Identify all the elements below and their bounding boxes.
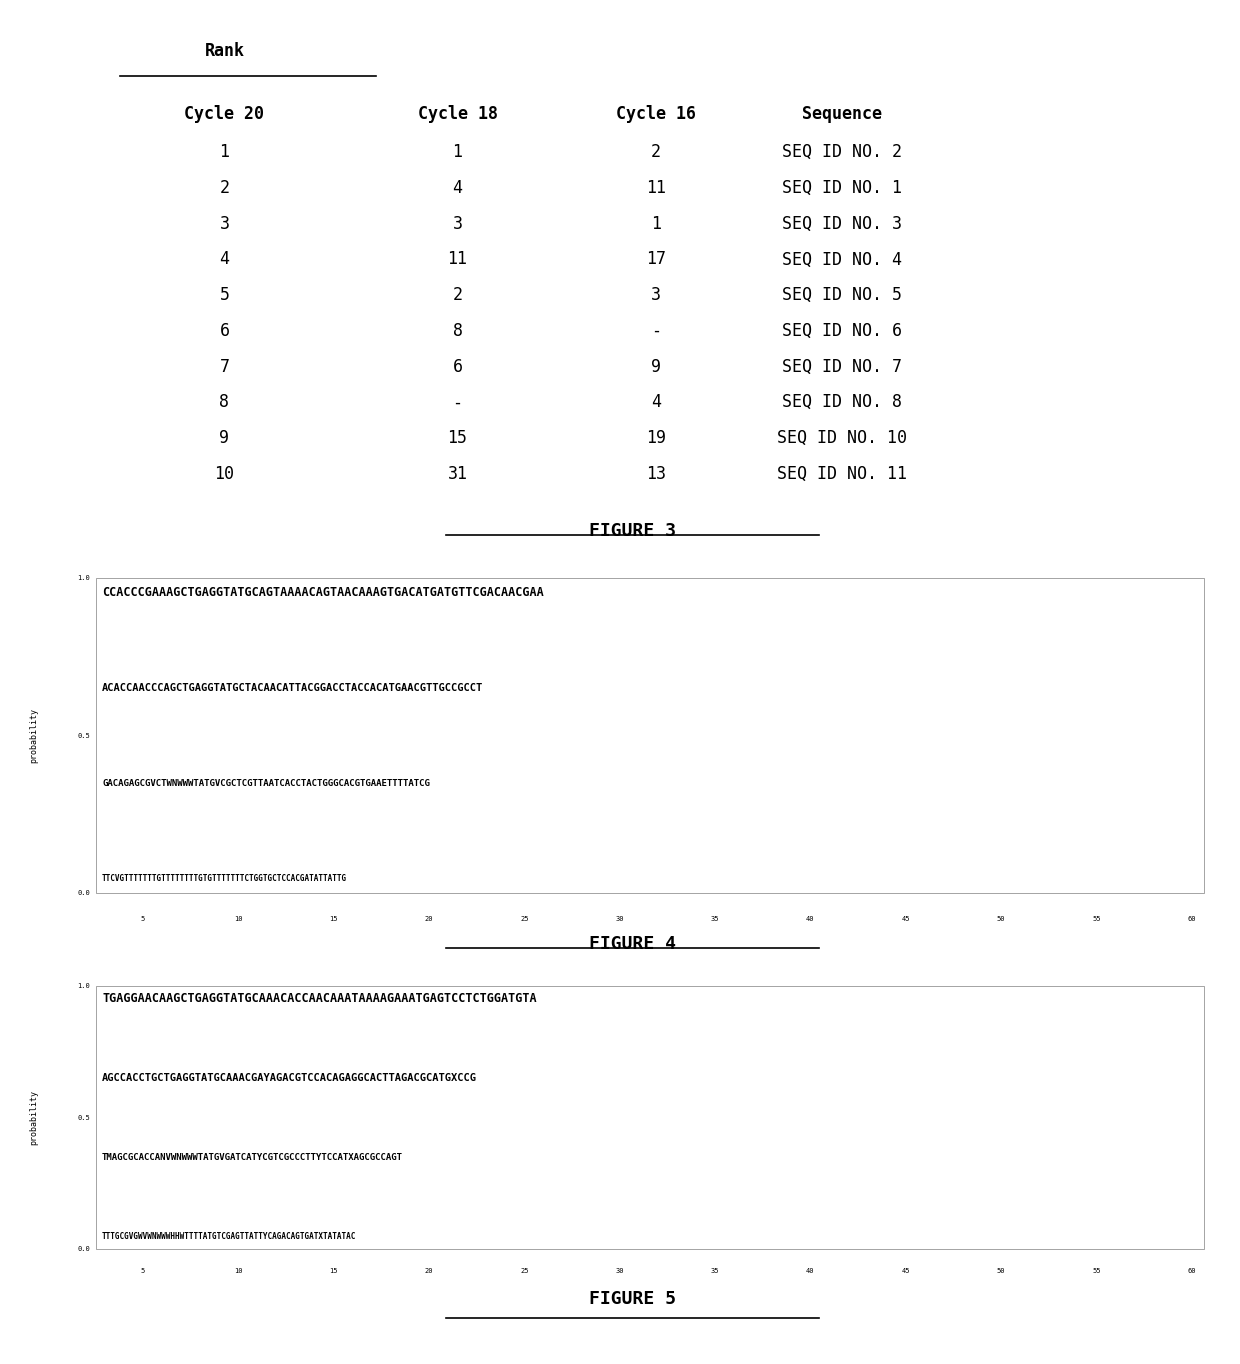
Text: Cycle 16: Cycle 16	[616, 105, 696, 123]
Text: probability: probability	[29, 1090, 38, 1146]
Text: 7: 7	[219, 357, 229, 375]
Text: 9: 9	[219, 430, 229, 447]
Text: 55: 55	[1092, 917, 1101, 922]
Text: FIGURE 5: FIGURE 5	[589, 1290, 676, 1308]
Text: TTTGCGVGWVWNWWWHHWTTTTATGTCGAGTTATTYCAGACAGTGATXTATATAC: TTTGCGVGWVWNWWWHHWTTTTATGTCGAGTTATTYCAGA…	[102, 1232, 356, 1241]
Text: 30: 30	[615, 1269, 624, 1274]
Text: 10: 10	[215, 465, 234, 483]
Text: 4: 4	[651, 393, 661, 412]
Text: 3: 3	[453, 214, 463, 233]
Text: SEQ ID NO. 6: SEQ ID NO. 6	[782, 322, 903, 340]
Text: 20: 20	[424, 1269, 433, 1274]
Text: 9: 9	[651, 357, 661, 375]
Text: 31: 31	[448, 465, 467, 483]
Text: 5: 5	[140, 917, 145, 922]
Text: Cycle 20: Cycle 20	[185, 105, 264, 123]
Text: SEQ ID NO. 3: SEQ ID NO. 3	[782, 214, 903, 233]
Text: TGAGGAACAAGCTGAGGTATGCAAACACCAACAAATAAAAGAAATGAGTCCTCTGGATGTA: TGAGGAACAAGCTGAGGTATGCAAACACCAACAAATAAAA…	[102, 992, 537, 1005]
Text: 19: 19	[646, 430, 666, 447]
Text: 11: 11	[448, 251, 467, 269]
Text: 35: 35	[711, 917, 719, 922]
Text: 1.0: 1.0	[78, 574, 91, 581]
Text: 40: 40	[806, 1269, 815, 1274]
Text: 15: 15	[330, 917, 337, 922]
Text: 13: 13	[646, 465, 666, 483]
Text: -: -	[453, 393, 463, 412]
Text: 4: 4	[219, 251, 229, 269]
Text: SEQ ID NO. 5: SEQ ID NO. 5	[782, 286, 903, 304]
Text: Cycle 18: Cycle 18	[418, 105, 497, 123]
Text: 35: 35	[711, 1269, 719, 1274]
Text: 17: 17	[646, 251, 666, 269]
Text: 3: 3	[219, 214, 229, 233]
Text: SEQ ID NO. 10: SEQ ID NO. 10	[777, 430, 908, 447]
Text: 55: 55	[1092, 1269, 1101, 1274]
Text: 50: 50	[997, 1269, 1006, 1274]
Text: SEQ ID NO. 11: SEQ ID NO. 11	[777, 465, 908, 483]
Text: TMAGCGCACCANVWNWWWTATGVGATCATYCGTCGCCCTTYTCCATXAGCGCCAGT: TMAGCGCACCANVWNWWWTATGVGATCATYCGTCGCCCTT…	[102, 1153, 403, 1162]
Text: Sequence: Sequence	[802, 105, 882, 123]
Text: 30: 30	[615, 917, 624, 922]
Text: SEQ ID NO. 8: SEQ ID NO. 8	[782, 393, 903, 412]
Text: 10: 10	[234, 917, 243, 922]
Text: 6: 6	[219, 322, 229, 340]
Text: 25: 25	[520, 917, 528, 922]
Text: probability: probability	[29, 708, 38, 764]
Text: 0.5: 0.5	[78, 1114, 91, 1121]
Text: 6: 6	[453, 357, 463, 375]
Text: 15: 15	[448, 430, 467, 447]
Text: 40: 40	[806, 917, 815, 922]
Text: FIGURE 3: FIGURE 3	[589, 521, 676, 540]
Text: 2: 2	[651, 143, 661, 161]
Text: 20: 20	[424, 917, 433, 922]
Text: 11: 11	[646, 179, 666, 196]
Text: ACACCAACCCAGCTGAGGTATGCTACAACATTACGGACCTACCACATGAACGTTGCCGCCT: ACACCAACCCAGCTGAGGTATGCTACAACATTACGGACCT…	[102, 683, 484, 693]
Text: 1: 1	[219, 143, 229, 161]
FancyBboxPatch shape	[97, 578, 1204, 893]
Text: 4: 4	[453, 179, 463, 196]
Text: 5: 5	[140, 1269, 145, 1274]
Text: 3: 3	[651, 286, 661, 304]
Text: 2: 2	[219, 179, 229, 196]
Text: FIGURE 4: FIGURE 4	[589, 934, 676, 953]
Text: TTCVGTTTTTTTGTTTTTTTTGTGTTTTTTTCTGGTGCTCCACGATATTATTG: TTCVGTTTTTTTGTTTTTTTTGTGTTTTTTTCTGGTGCTC…	[102, 874, 347, 883]
Text: 8: 8	[453, 322, 463, 340]
Text: AGCCACCTGCTGAGGTATGCAAACGAYAGACGTCCACAGAGGCACTTAGACGCATGXCCG: AGCCACCTGCTGAGGTATGCAAACGAYAGACGTCCACAGA…	[102, 1073, 477, 1083]
Text: 60: 60	[1188, 1269, 1197, 1274]
Text: 60: 60	[1188, 917, 1197, 922]
Text: 5: 5	[219, 286, 229, 304]
Text: CCACCCGAAAGCTGAGGTATGCAGTAAAACAGTAACAAAGTGACATGATGTTCGACAACGAA: CCACCCGAAAGCTGAGGTATGCAGTAAAACAGTAACAAAG…	[102, 587, 544, 599]
Text: 25: 25	[520, 1269, 528, 1274]
Text: 1: 1	[453, 143, 463, 161]
Text: 0.0: 0.0	[78, 1247, 91, 1252]
Text: 1.0: 1.0	[78, 983, 91, 989]
Text: 45: 45	[901, 917, 910, 922]
Text: 10: 10	[234, 1269, 243, 1274]
Text: 50: 50	[997, 917, 1006, 922]
Text: SEQ ID NO. 1: SEQ ID NO. 1	[782, 179, 903, 196]
Text: 45: 45	[901, 1269, 910, 1274]
Text: SEQ ID NO. 2: SEQ ID NO. 2	[782, 143, 903, 161]
Text: SEQ ID NO. 7: SEQ ID NO. 7	[782, 357, 903, 375]
Text: 0.0: 0.0	[78, 891, 91, 896]
Text: -: -	[651, 322, 661, 340]
Text: Rank: Rank	[205, 42, 244, 60]
FancyBboxPatch shape	[97, 986, 1204, 1249]
Text: 8: 8	[219, 393, 229, 412]
Text: 15: 15	[330, 1269, 337, 1274]
Text: SEQ ID NO. 4: SEQ ID NO. 4	[782, 251, 903, 269]
Text: 2: 2	[453, 286, 463, 304]
Text: GACAGAGCGVCTWNWWWTATGVCGCTCGTTAATCACCTACTGGGCACGTGAAETTTTATCG: GACAGAGCGVCTWNWWWTATGVCGCTCGTTAATCACCTAC…	[102, 779, 430, 788]
Text: 0.5: 0.5	[78, 732, 91, 739]
Text: 1: 1	[651, 214, 661, 233]
